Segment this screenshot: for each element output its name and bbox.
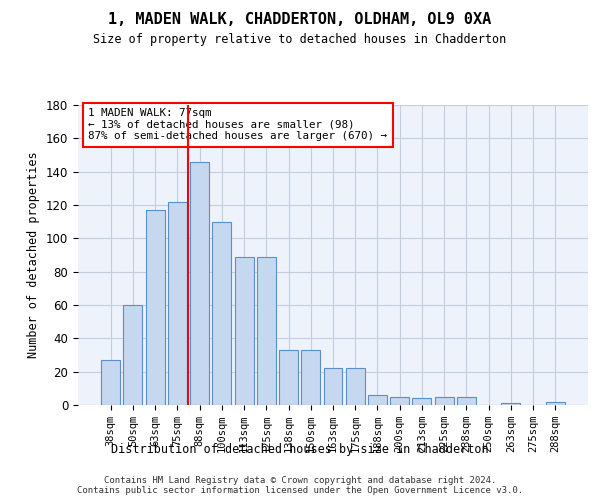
- Bar: [212, 222, 231, 405]
- Bar: [301, 350, 320, 405]
- Bar: [168, 202, 187, 405]
- Bar: [368, 395, 387, 405]
- Text: 1 MADEN WALK: 77sqm
← 13% of detached houses are smaller (98)
87% of semi-detach: 1 MADEN WALK: 77sqm ← 13% of detached ho…: [88, 108, 387, 141]
- Bar: [346, 368, 365, 405]
- Bar: [124, 305, 142, 405]
- Text: Distribution of detached houses by size in Chadderton: Distribution of detached houses by size …: [111, 442, 489, 456]
- Bar: [146, 210, 164, 405]
- Bar: [502, 404, 520, 405]
- Bar: [412, 398, 431, 405]
- Bar: [323, 368, 343, 405]
- Bar: [101, 360, 120, 405]
- Bar: [546, 402, 565, 405]
- Bar: [457, 396, 476, 405]
- Bar: [390, 396, 409, 405]
- Y-axis label: Number of detached properties: Number of detached properties: [28, 152, 40, 358]
- Bar: [279, 350, 298, 405]
- Bar: [190, 162, 209, 405]
- Bar: [257, 256, 276, 405]
- Bar: [235, 256, 254, 405]
- Text: Size of property relative to detached houses in Chadderton: Size of property relative to detached ho…: [94, 32, 506, 46]
- Text: 1, MADEN WALK, CHADDERTON, OLDHAM, OL9 0XA: 1, MADEN WALK, CHADDERTON, OLDHAM, OL9 0…: [109, 12, 491, 28]
- Text: Contains HM Land Registry data © Crown copyright and database right 2024.
Contai: Contains HM Land Registry data © Crown c…: [77, 476, 523, 495]
- Bar: [435, 396, 454, 405]
